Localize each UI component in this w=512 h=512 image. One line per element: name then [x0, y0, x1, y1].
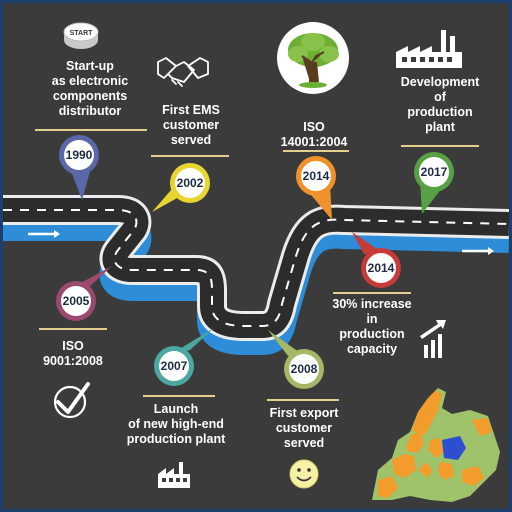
- milestone-line: of: [434, 90, 446, 104]
- year-label-2007: 2007: [161, 359, 188, 373]
- underline: [151, 155, 229, 157]
- milestone-line: ISO: [303, 120, 325, 134]
- milestone-line: customer: [162, 118, 220, 132]
- factory-icon: [396, 30, 462, 68]
- milestone-text-iso14001: ISO 14001:2004: [257, 120, 371, 150]
- year-pin-2014-capacity: 2014: [352, 232, 401, 288]
- milestone-line: 14001:2004: [280, 135, 348, 149]
- year-label-2002: 2002: [177, 176, 204, 190]
- arrow-right-icon: [462, 247, 494, 255]
- milestone-line: served: [170, 133, 212, 147]
- milestone-line: Start-up: [66, 59, 114, 73]
- year-pin-2014-iso: 2014: [296, 156, 336, 220]
- year-label-2014-capacity: 2014: [368, 261, 395, 275]
- underline: [143, 395, 215, 397]
- milestone-line: in: [366, 312, 378, 326]
- road: [3, 195, 509, 355]
- milestone-text-1990: Start-up as electronic components distri…: [25, 59, 155, 119]
- milestone-line: 30% increase: [332, 297, 412, 311]
- year-pin-2008: 2008: [268, 330, 324, 389]
- start-button-icon: START: [63, 22, 99, 49]
- year-label-1990: 1990: [66, 148, 93, 162]
- year-label-2005: 2005: [63, 294, 90, 308]
- milestone-line: capacity: [346, 342, 398, 356]
- milestone-line: served: [283, 436, 325, 450]
- milestone-line: distributor: [58, 104, 122, 118]
- milestone-line: Launch: [153, 402, 199, 416]
- tree-icon: [277, 22, 349, 94]
- arrows: [28, 230, 494, 255]
- milestone-text-2008: First export customer served: [253, 406, 355, 451]
- year-pin-2002: 2002: [152, 163, 210, 212]
- milestone-line: plant: [425, 120, 455, 134]
- milestone-line: First EMS: [162, 103, 220, 117]
- year-label-2014-iso: 2014: [303, 169, 330, 183]
- milestone-line: components: [52, 89, 128, 103]
- bar-chart-icon: [420, 320, 446, 358]
- milestone-text-2017: Development of production plant: [385, 75, 495, 135]
- milestone-line: 9001:2008: [43, 354, 103, 368]
- milestone-line: ISO: [62, 339, 84, 353]
- milestone-line: First export: [269, 406, 339, 420]
- year-pin-2017: 2017: [414, 152, 454, 214]
- underline: [267, 399, 339, 401]
- milestone-text-2007: Launch of new high-end production plant: [113, 402, 239, 447]
- milestone-line: of new high-end: [128, 417, 224, 431]
- europe-map-icon: [372, 388, 500, 502]
- underline: [401, 145, 479, 147]
- year-pin-2005: 2005: [56, 266, 112, 321]
- year-pin-1990: 1990: [59, 135, 99, 200]
- underline: [333, 292, 411, 294]
- checkmark-icon: [53, 382, 90, 419]
- underline: [283, 150, 349, 152]
- year-pin-2007: 2007: [154, 328, 214, 386]
- factory-icon: [158, 462, 190, 488]
- pins-layer: 1990 2002 2005 2007 2008: [56, 135, 454, 389]
- year-label-2017: 2017: [421, 165, 448, 179]
- milestone-line: customer: [275, 421, 333, 435]
- milestone-text-2014-capacity: 30% increase in production capacity: [319, 297, 425, 357]
- underline: [35, 129, 147, 131]
- milestone-text-2005: ISO 9001:2008: [23, 339, 123, 369]
- underline: [39, 328, 107, 330]
- smiley-icon: [289, 459, 319, 489]
- milestone-line: as electronic: [51, 74, 129, 88]
- milestone-line: production plant: [126, 432, 226, 446]
- handshake-icon: [157, 57, 209, 87]
- icons-layer: START: [53, 22, 500, 502]
- milestone-line: production: [407, 105, 473, 119]
- year-label-2008: 2008: [291, 362, 318, 376]
- arrow-right-icon: [28, 230, 60, 238]
- infographic-canvas: START: [3, 3, 509, 509]
- milestone-line: Development: [400, 75, 480, 89]
- milestone-line: production: [339, 327, 405, 341]
- milestone-text-2002: First EMS customer served: [135, 103, 247, 148]
- start-button-label: START: [70, 30, 94, 37]
